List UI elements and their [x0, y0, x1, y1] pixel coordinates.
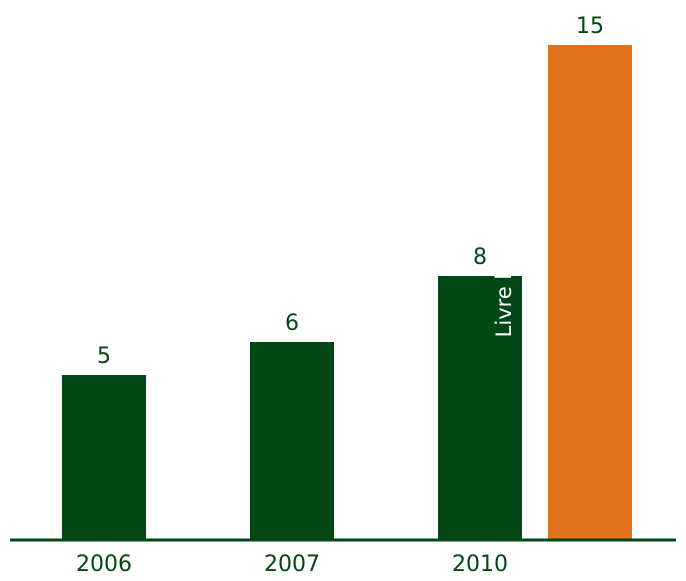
- value-label-1: 6: [285, 311, 299, 336]
- x-tick-label-2: 2010: [452, 552, 508, 577]
- bar-0: [62, 375, 146, 540]
- bar-3: [548, 45, 632, 540]
- bar-2: [438, 276, 522, 540]
- value-label-3: 15: [576, 14, 604, 39]
- x-tick-label-0: 2006: [76, 552, 132, 577]
- bars-layer: [62, 45, 632, 540]
- labels-layer: 5 2006 6 2007 8 2010 15 Livre blanc White Paper: [76, 14, 604, 577]
- bar-inner-label-1: White Paper: [520, 216, 544, 344]
- value-label-2: 8: [473, 245, 487, 270]
- bar-1: [250, 342, 334, 540]
- x-tick-label-1: 2007: [264, 552, 320, 577]
- bar-inner-label-0: Livre blanc: [492, 223, 516, 338]
- value-label-0: 5: [97, 344, 111, 369]
